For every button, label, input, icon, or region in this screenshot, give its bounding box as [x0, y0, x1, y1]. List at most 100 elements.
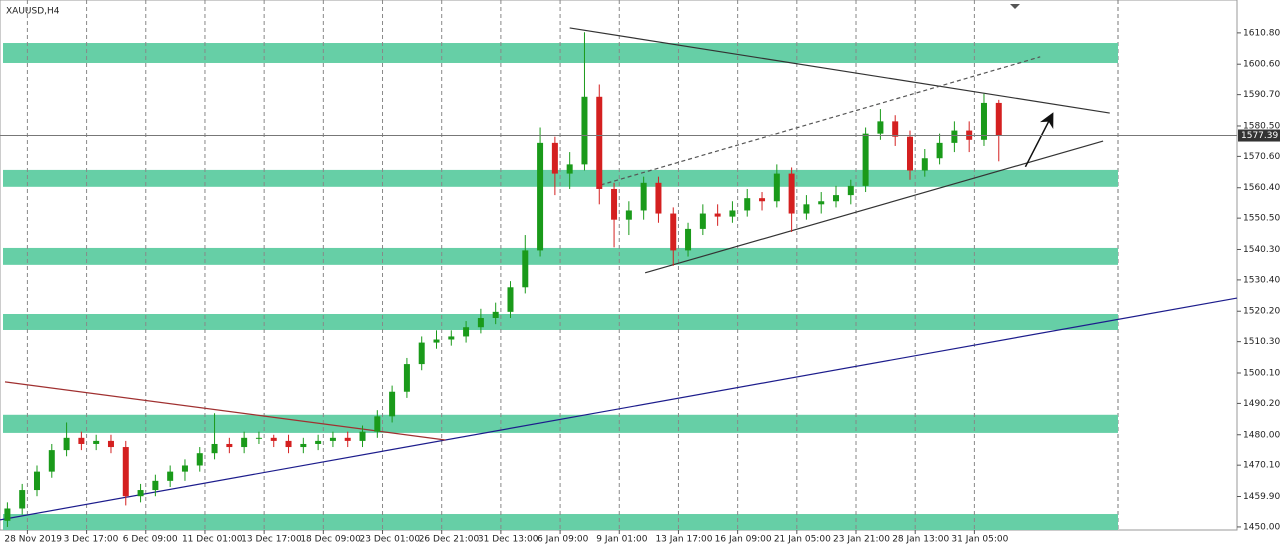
- candle-body: [729, 210, 736, 217]
- candle-body: [107, 440, 114, 448]
- candle-body: [433, 339, 440, 343]
- candle-body: [285, 440, 292, 448]
- candle-body: [196, 453, 203, 466]
- candle-body: [403, 364, 410, 392]
- candle-body: [389, 391, 396, 417]
- candle-body: [566, 164, 573, 174]
- y-tick-label: 1540.30: [1243, 245, 1280, 255]
- candle-body: [211, 443, 218, 454]
- candle-body: [980, 102, 987, 140]
- y-tick-label: 1500.10: [1243, 368, 1280, 378]
- x-tick-label: 28 Nov 2019: [4, 535, 62, 545]
- candle-body: [137, 490, 144, 497]
- candle-body: [359, 431, 366, 441]
- candle-body: [152, 480, 159, 491]
- zone: [3, 314, 1118, 330]
- candle-body: [270, 437, 277, 441]
- candle-body: [48, 450, 55, 472]
- y-tick-label: 1560.40: [1243, 183, 1280, 193]
- x-tick-label: 13 Jan 17:00: [655, 535, 712, 545]
- candle-body: [921, 158, 928, 171]
- candle-body: [300, 443, 307, 448]
- candle-body: [522, 250, 529, 288]
- zone: [3, 514, 1118, 530]
- candle-body: [596, 96, 603, 189]
- price-tag: [1238, 129, 1280, 142]
- candle-body: [122, 447, 129, 497]
- y-tick-label: 1520.20: [1243, 307, 1280, 317]
- candle-body: [877, 121, 884, 134]
- candle-body: [93, 440, 100, 444]
- candle-body: [33, 471, 40, 491]
- trendline: [4, 381, 446, 441]
- x-tick-label: 28 Jan 13:00: [892, 535, 949, 545]
- x-tick-label: 6 Dec 09:00: [123, 535, 178, 545]
- y-tick-label: 1470.10: [1243, 461, 1280, 471]
- candle-body: [255, 437, 262, 439]
- candle-body: [344, 437, 351, 441]
- y-tick-label: 1550.50: [1243, 214, 1280, 224]
- candle-body: [788, 173, 795, 214]
- x-tick-label: 16 Jan 09:00: [715, 535, 772, 545]
- y-tick-label: 1580.50: [1243, 121, 1280, 131]
- candle-body: [19, 490, 26, 509]
- y-tick-label: 1530.40: [1243, 275, 1280, 285]
- x-tick-label: 31 Dec 13:00: [478, 535, 539, 545]
- x-tick-label: 11 Dec 01:00: [182, 535, 243, 545]
- x-tick-label: 3 Dec 17:00: [64, 535, 119, 545]
- candle-body: [759, 198, 766, 202]
- x-tick-label: 21 Jan 05:00: [774, 535, 831, 545]
- candle-body: [818, 201, 825, 205]
- candle-body: [670, 213, 677, 251]
- candle-body: [803, 204, 810, 214]
- candle-body: [611, 188, 618, 220]
- candle-body: [655, 182, 662, 214]
- candle-body: [551, 142, 558, 174]
- candle-body: [625, 210, 632, 220]
- candle-body: [936, 142, 943, 159]
- candle-body: [685, 228, 692, 251]
- plot-area: [0, 0, 1238, 531]
- candle-body: [581, 96, 588, 165]
- candle-body: [329, 437, 336, 441]
- x-tick-label: 31 Jan 05:00: [951, 535, 1008, 545]
- candle-body: [537, 142, 544, 251]
- x-tick-label: 23 Dec 01:00: [360, 535, 421, 545]
- candle-body: [463, 327, 470, 337]
- candle-body: [4, 508, 11, 521]
- y-tick-label: 1590.70: [1243, 90, 1280, 100]
- y-tick-label: 1570.60: [1243, 152, 1280, 162]
- price-tag-label: 1577.39: [1241, 131, 1278, 141]
- candle-body: [241, 437, 248, 448]
- candle-body: [640, 182, 647, 211]
- candle-body: [833, 195, 840, 202]
- y-tick-label: 1459.90: [1243, 492, 1280, 502]
- candle-body: [181, 465, 188, 472]
- candle-body: [951, 130, 958, 143]
- candle-body: [477, 318, 484, 328]
- x-tick-label: 18 Dec 09:00: [300, 535, 361, 545]
- candle-body: [995, 102, 1002, 136]
- zone: [3, 247, 1118, 265]
- candle-body: [699, 213, 706, 229]
- candle-body: [374, 416, 381, 432]
- y-tick-label: 1600.60: [1243, 60, 1280, 70]
- candle-body: [492, 311, 499, 318]
- trendline: [0, 297, 1238, 521]
- x-tick-label: 23 Jan 21:00: [833, 535, 890, 545]
- candle-body: [63, 437, 70, 451]
- y-tick-label: 1490.20: [1243, 399, 1280, 409]
- trendline: [600, 56, 1041, 186]
- candle-body: [418, 342, 425, 365]
- y-tick-label: 1480.00: [1243, 430, 1280, 440]
- y-tick-label: 1450.00: [1243, 522, 1280, 532]
- x-tick-label: 6 Jan 09:00: [537, 535, 589, 545]
- candle-body: [714, 213, 721, 217]
- candle-body: [744, 198, 751, 211]
- y-tick-label: 1610.80: [1243, 28, 1280, 38]
- candle-body: [448, 336, 455, 340]
- chart-title: XAUUSD,H4: [6, 7, 60, 17]
- candle-body: [226, 443, 233, 448]
